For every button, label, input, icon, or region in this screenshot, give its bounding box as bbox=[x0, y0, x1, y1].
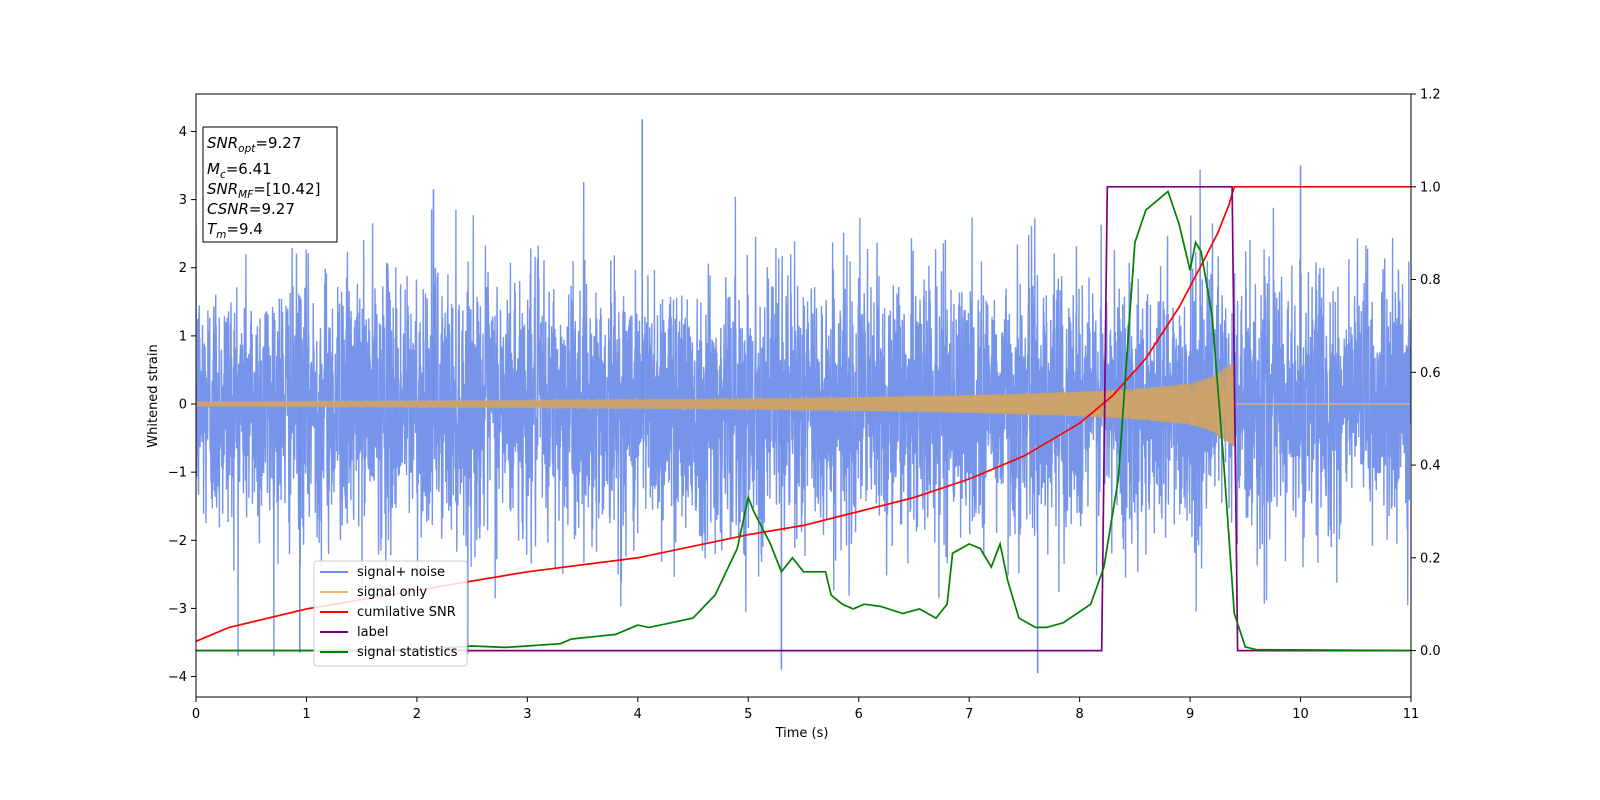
y-tick-label: 3 bbox=[179, 193, 187, 208]
y2-tick-label: 0.0 bbox=[1420, 644, 1441, 659]
info-snr-mf: SNRMF=[10.42] bbox=[207, 180, 321, 201]
x-tick-label: 4 bbox=[634, 707, 642, 722]
info-tm: Tm=9.4 bbox=[207, 220, 263, 241]
y2-tick-label: 0.6 bbox=[1420, 366, 1441, 381]
x-tick-label: 10 bbox=[1292, 707, 1309, 722]
y-tick-label: 2 bbox=[179, 261, 187, 276]
plot-frame bbox=[195, 93, 1412, 698]
axis-ticks: 0 1 2 3 4 5 6 7 8 9 10 1143210−1−2−3−41.21.00.80.60… bbox=[168, 88, 1441, 723]
legend-label-label: label bbox=[357, 625, 388, 640]
y2-tick-label: 0.8 bbox=[1420, 273, 1441, 288]
y-tick-label: −4 bbox=[168, 670, 187, 685]
y-tick-label: 4 bbox=[179, 125, 187, 140]
x-tick-label: 9 bbox=[1186, 707, 1194, 722]
info-mc: Mc=6.41 bbox=[207, 160, 272, 181]
x-axis-label: Time (s) bbox=[775, 726, 829, 741]
y-axis-label: Whitened strain bbox=[146, 344, 161, 447]
x-tick-label: 1 bbox=[302, 707, 310, 722]
x-tick-label: 2 bbox=[413, 707, 421, 722]
y-tick-label: 1 bbox=[179, 329, 187, 344]
y-tick-label: 0 bbox=[179, 398, 187, 413]
info-box-frame bbox=[202, 126, 338, 243]
legend-label-cumulative-snr: cumilative SNR bbox=[357, 605, 456, 620]
legend-frame bbox=[313, 560, 468, 667]
x-tick-label: 7 bbox=[965, 707, 973, 722]
legend-label-signal-only: signal only bbox=[357, 585, 427, 600]
legend-label-signal-noise: signal+ noise bbox=[357, 565, 445, 580]
legend-label-signal-statistics: signal statistics bbox=[357, 645, 458, 660]
x-tick-label: 11 bbox=[1403, 707, 1420, 722]
legend: signal+ noise signal only cumilative SNR… bbox=[313, 560, 468, 667]
x-tick-label: 8 bbox=[1075, 707, 1083, 722]
x-tick-label: 5 bbox=[744, 707, 752, 722]
info-snr-opt: SNRopt=9.27 bbox=[207, 134, 301, 155]
x-tick-label: 6 bbox=[855, 707, 863, 722]
y-tick-label: −3 bbox=[168, 602, 187, 617]
x-tick-label: 0 bbox=[192, 707, 200, 722]
y2-tick-label: 1.2 bbox=[1420, 88, 1441, 103]
x-tick-label: 3 bbox=[523, 707, 531, 722]
y-tick-label: −2 bbox=[168, 534, 187, 549]
y2-tick-label: 0.2 bbox=[1420, 551, 1441, 566]
signal-only-envelope bbox=[196, 361, 1235, 447]
y2-tick-label: 1.0 bbox=[1420, 180, 1441, 195]
series-signal-noise bbox=[196, 169, 1411, 657]
info-box: SNRopt=9.27 Mc=6.41 SNRMF=[10.42] CSNR=9… bbox=[202, 126, 338, 243]
y-tick-label: −1 bbox=[168, 466, 187, 481]
series-signal-statistics bbox=[196, 189, 1411, 652]
y2-tick-label: 0.4 bbox=[1420, 459, 1441, 474]
info-csnr: CSNR=9.27 bbox=[207, 200, 295, 218]
